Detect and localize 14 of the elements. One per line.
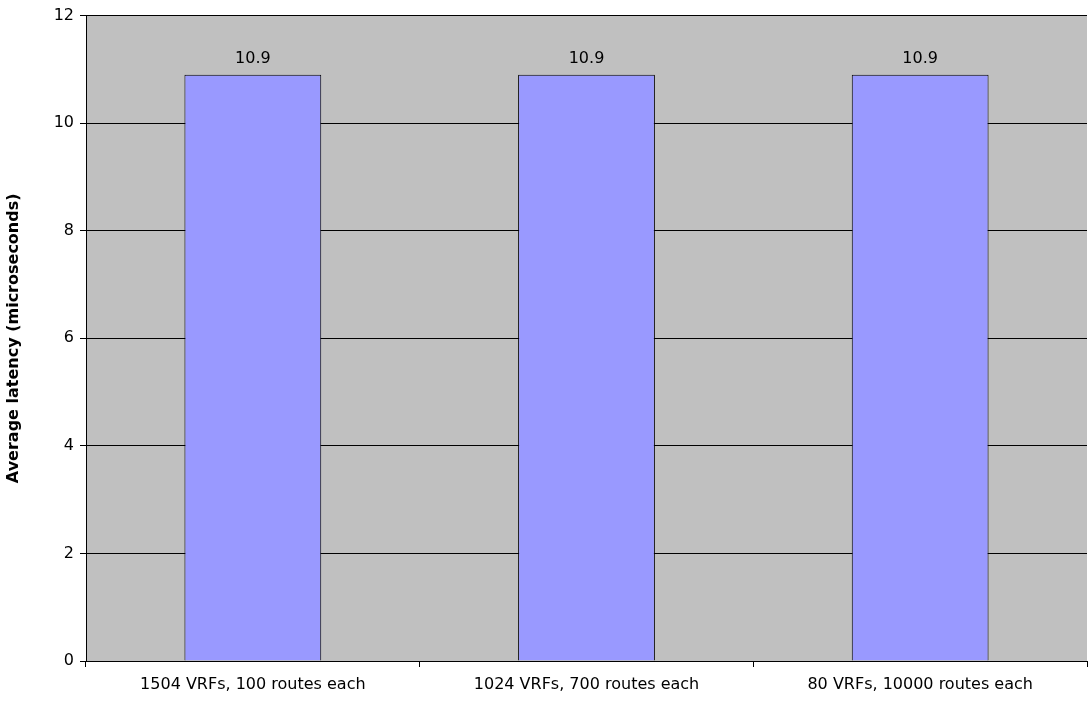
y-tick-label: 8	[63, 219, 74, 239]
y-axis-title: Average latency (microseconds)	[2, 193, 22, 484]
data-label: 10.9	[568, 47, 605, 67]
y-tick-label: 12	[53, 4, 74, 24]
data-label: 10.9	[902, 47, 938, 67]
x-tick-label: 80 VRFs, 10000 routes each	[807, 673, 1033, 693]
x-tick-label: 1024 VRFs, 700 routes each	[473, 673, 700, 693]
y-tick-label: 6	[63, 327, 74, 347]
y-tick-label: 2	[63, 542, 74, 562]
y-tick-label: 10	[53, 112, 74, 132]
y-tick-label: 4	[63, 435, 74, 455]
data-label: 10.9	[235, 47, 271, 67]
y-tick-label: 0	[63, 650, 74, 670]
x-tick-label: 1504 VRFs, 100 routes each	[140, 673, 366, 693]
